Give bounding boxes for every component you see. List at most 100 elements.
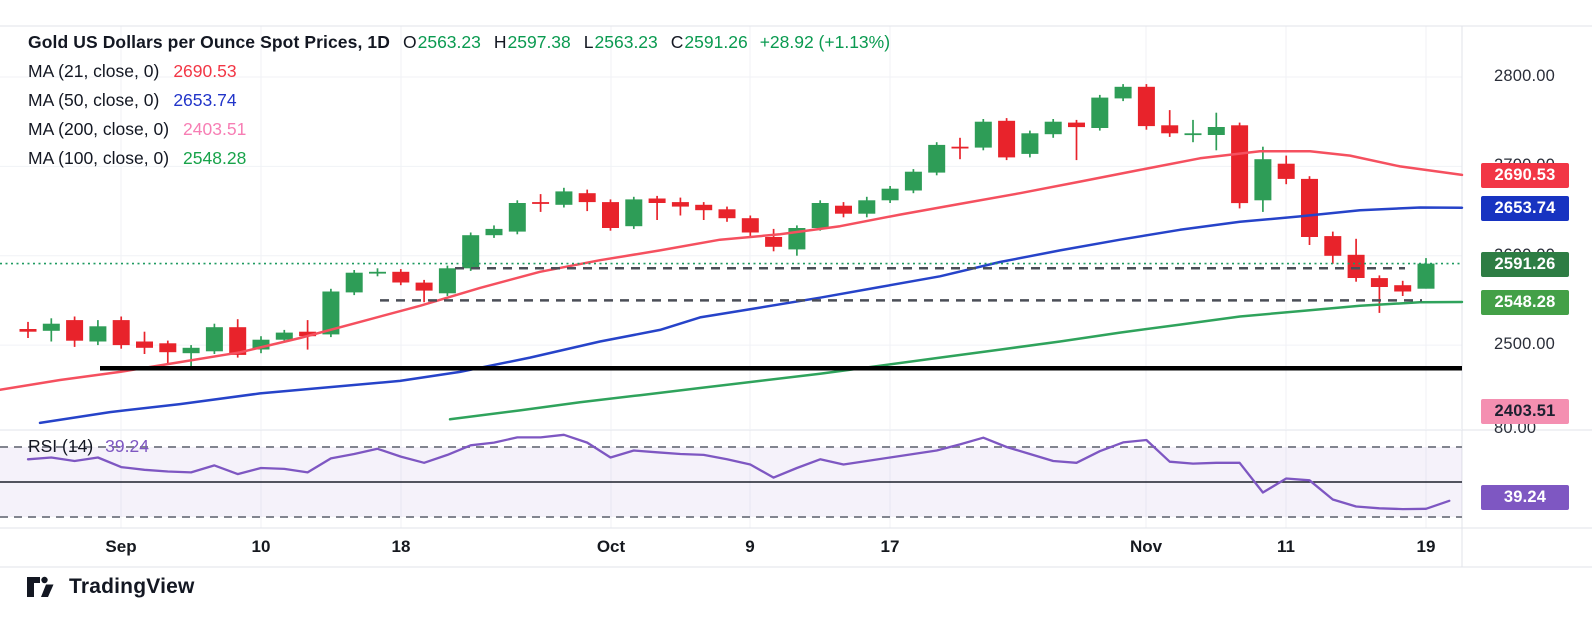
candle-body — [1231, 125, 1249, 204]
time-tick-label: 9 — [745, 537, 755, 556]
candle-body — [1370, 278, 1388, 287]
candle-body — [718, 209, 736, 219]
ma-legend-row[interactable]: MA (21, close, 0) 2690.53 — [28, 57, 890, 86]
ohlc-key: O — [402, 32, 417, 52]
ma-legend-rows: MA (21, close, 0) 2690.53 MA (50, close, 0… — [28, 57, 890, 173]
ma-legend-row[interactable]: MA (200, close, 0) 2403.51 — [28, 115, 890, 144]
candle-body — [1347, 254, 1365, 278]
rsi-label: RSI (14) — [28, 436, 94, 456]
candle-body — [765, 237, 783, 247]
rsi-line[interactable] — [26, 433, 1451, 511]
time-tick-label: 19 — [1416, 537, 1436, 556]
candle-body — [1417, 263, 1435, 289]
price-badge: 39.24 — [1481, 484, 1569, 510]
candle-body — [928, 144, 946, 173]
ohlc-values: O2563.23 H2597.38 L2563.23 C2591.26 — [390, 28, 748, 57]
time-tick-label: 11 — [1277, 537, 1295, 556]
change-value: +28.92 (+1.13%) — [759, 32, 891, 52]
candle-body — [811, 203, 829, 228]
price-axis[interactable]: 2800.002700.002600.002500.0080.002690.53… — [1462, 0, 1592, 567]
time-tick-label: 18 — [391, 537, 411, 556]
price-badge: 2653.74 — [1481, 195, 1569, 221]
candle-body — [275, 332, 293, 340]
candle-body — [42, 323, 60, 331]
time-axis[interactable]: Sep 10 18 Oct 9 17 Nov 11 19 — [0, 528, 1592, 567]
candle-body — [415, 282, 433, 291]
time-tick-label: Sep — [105, 537, 137, 556]
ma-label: MA (50, close, 0) — [28, 90, 160, 110]
candle-body — [858, 200, 876, 214]
candle-body — [881, 188, 899, 201]
candle-body — [1044, 121, 1062, 135]
rsi-value: 39.24 — [105, 436, 149, 456]
candle-body — [741, 218, 759, 233]
candle-body — [1021, 133, 1039, 154]
candle-body — [951, 146, 969, 149]
candle-body — [205, 327, 223, 352]
ohlc-key: L — [583, 32, 594, 52]
candle-body — [1301, 178, 1318, 237]
rsi-legend[interactable]: RSI (14) 39.24 — [28, 436, 149, 457]
tradingview-logo[interactable]: TradingView — [26, 575, 195, 599]
price-badge: 2591.26 — [1481, 251, 1569, 277]
candle-body — [578, 193, 596, 203]
candle-body — [369, 271, 386, 274]
ma-legend-row[interactable]: MA (100, close, 0) 2548.28 — [28, 144, 890, 173]
ma-value: 2403.51 — [183, 119, 247, 139]
price-badge: 2403.51 — [1481, 398, 1569, 424]
legend: Gold US Dollars per Ounce Spot Prices, 1… — [28, 28, 890, 173]
ohlc-value: 2591.26 — [684, 32, 748, 52]
time-tick-label: 10 — [251, 537, 271, 556]
candle-body — [695, 204, 713, 211]
candle-body — [438, 268, 456, 294]
ma-100-line[interactable] — [448, 300, 1464, 421]
ohlc-key: C — [670, 32, 684, 52]
candle-body — [1068, 122, 1085, 128]
candle-body — [462, 235, 480, 269]
candle-body — [904, 171, 922, 191]
time-tick-label: 17 — [880, 537, 900, 556]
ma-value: 2548.28 — [183, 148, 247, 168]
candle-body — [1161, 125, 1179, 134]
ohlc-value: 2563.23 — [594, 32, 658, 52]
candle-body — [625, 199, 643, 227]
candle-body — [112, 320, 130, 346]
ohlc-key: H — [493, 32, 507, 52]
ma-value: 2653.74 — [173, 90, 237, 110]
candle-body — [1114, 86, 1132, 99]
candle-body — [392, 271, 410, 283]
ma-value: 2690.53 — [173, 61, 237, 81]
candle-body — [1091, 97, 1109, 128]
candle-body — [485, 228, 503, 236]
candle-body — [508, 203, 526, 232]
ma-label: MA (200, close, 0) — [28, 119, 170, 139]
symbol-title: Gold US Dollars per Ounce Spot Prices, 1… — [28, 32, 390, 52]
ohlc-value: 2597.38 — [507, 32, 571, 52]
ma-50-line[interactable] — [38, 206, 1464, 425]
price-badge: 2690.53 — [1481, 162, 1569, 188]
tradingview-brand-text: TradingView — [69, 575, 195, 598]
symbol-title-row[interactable]: Gold US Dollars per Ounce Spot Prices, 1… — [28, 28, 890, 57]
candle-body — [1324, 236, 1342, 256]
candle-body — [602, 202, 619, 228]
candle-body — [1394, 285, 1412, 292]
ma-label: MA (21, close, 0) — [28, 61, 160, 81]
price-axis-label: 80.00 — [1494, 419, 1537, 437]
candlestick-series — [19, 84, 1435, 371]
price-axis-label: 2500.00 — [1494, 335, 1556, 353]
candle-body — [345, 272, 363, 293]
candle-body — [19, 329, 37, 332]
candle-body — [299, 331, 317, 337]
candle-body — [66, 320, 84, 341]
candle-body — [648, 198, 666, 203]
ma-legend-row[interactable]: MA (50, close, 0) 2653.74 — [28, 86, 890, 115]
rsi-band — [0, 429, 1462, 518]
ma-21-line[interactable] — [0, 149, 1464, 392]
candle-body — [532, 202, 550, 204]
time-tick-label: Nov — [1129, 537, 1163, 556]
candle-body — [1207, 127, 1225, 135]
candle-body — [1254, 159, 1272, 201]
candle-body — [1184, 133, 1202, 136]
